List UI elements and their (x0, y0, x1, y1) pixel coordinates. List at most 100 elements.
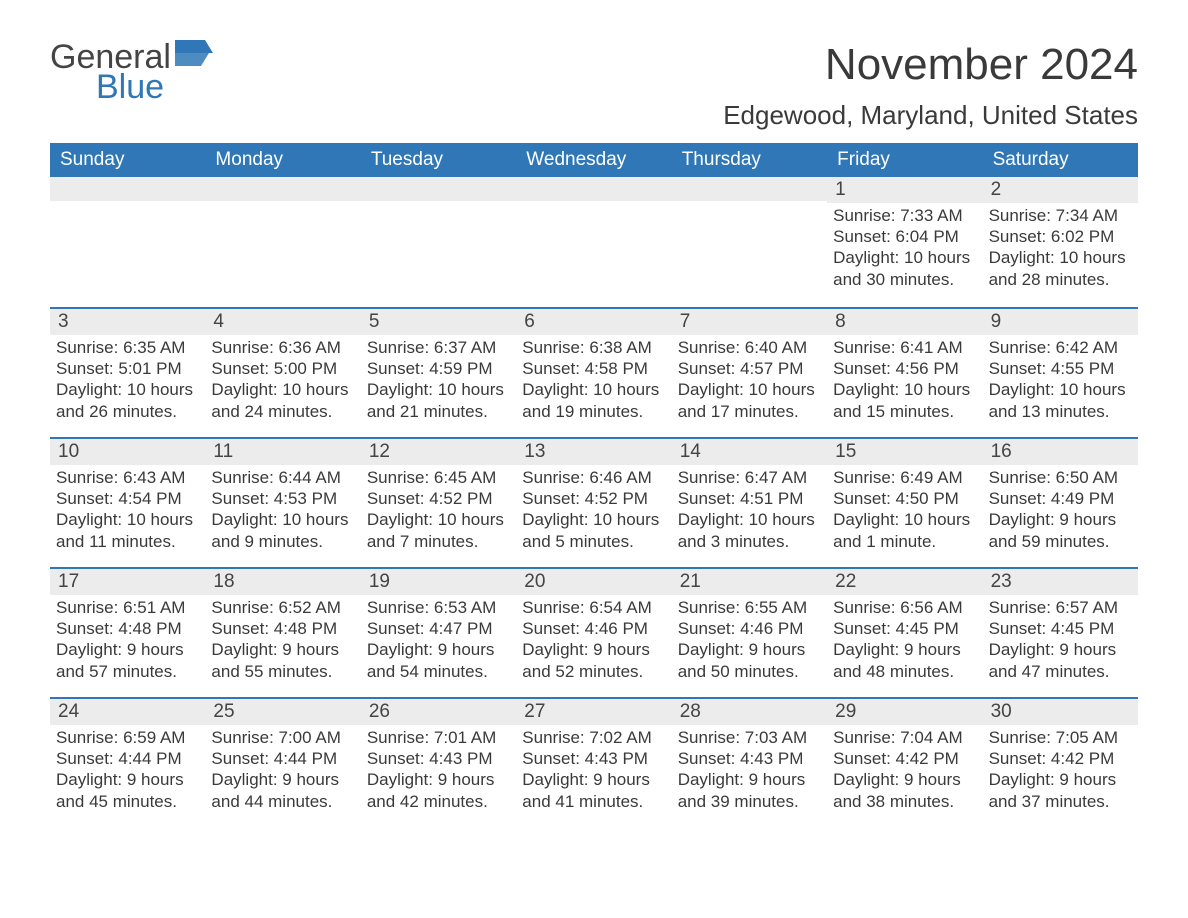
calendar-day: 28Sunrise: 7:03 AMSunset: 4:43 PMDayligh… (672, 699, 827, 827)
daylight-line: Daylight: 9 hours and 52 minutes. (522, 639, 665, 682)
day-number: 29 (827, 699, 982, 725)
sunrise-line: Sunrise: 7:03 AM (678, 727, 821, 748)
calendar-week: 24Sunrise: 6:59 AMSunset: 4:44 PMDayligh… (50, 697, 1138, 827)
calendar-day (205, 177, 360, 307)
sunset-line: Sunset: 4:51 PM (678, 488, 821, 509)
calendar-day: 22Sunrise: 6:56 AMSunset: 4:45 PMDayligh… (827, 569, 982, 697)
day-number: 23 (983, 569, 1138, 595)
day-number (50, 177, 205, 201)
sunset-line: Sunset: 4:48 PM (211, 618, 354, 639)
day-number: 6 (516, 309, 671, 335)
weekday-cell: Sunday (50, 143, 205, 177)
calendar-day: 20Sunrise: 6:54 AMSunset: 4:46 PMDayligh… (516, 569, 671, 697)
calendar-day (361, 177, 516, 307)
day-number: 5 (361, 309, 516, 335)
day-number: 30 (983, 699, 1138, 725)
calendar-day: 25Sunrise: 7:00 AMSunset: 4:44 PMDayligh… (205, 699, 360, 827)
calendar-day: 9Sunrise: 6:42 AMSunset: 4:55 PMDaylight… (983, 309, 1138, 437)
sunrise-line: Sunrise: 6:45 AM (367, 467, 510, 488)
day-number: 7 (672, 309, 827, 335)
sunrise-line: Sunrise: 7:00 AM (211, 727, 354, 748)
daylight-line: Daylight: 10 hours and 7 minutes. (367, 509, 510, 552)
weekday-cell: Saturday (983, 143, 1138, 177)
weekday-cell: Wednesday (516, 143, 671, 177)
daylight-line: Daylight: 10 hours and 3 minutes. (678, 509, 821, 552)
sunset-line: Sunset: 4:46 PM (678, 618, 821, 639)
sunrise-line: Sunrise: 6:35 AM (56, 337, 199, 358)
day-number: 15 (827, 439, 982, 465)
sunrise-line: Sunrise: 6:59 AM (56, 727, 199, 748)
sunset-line: Sunset: 4:57 PM (678, 358, 821, 379)
sunset-line: Sunset: 5:00 PM (211, 358, 354, 379)
sunrise-line: Sunrise: 6:56 AM (833, 597, 976, 618)
sunrise-line: Sunrise: 6:47 AM (678, 467, 821, 488)
sunrise-line: Sunrise: 7:34 AM (989, 205, 1132, 226)
sunset-line: Sunset: 4:59 PM (367, 358, 510, 379)
day-number: 22 (827, 569, 982, 595)
calendar-day: 19Sunrise: 6:53 AMSunset: 4:47 PMDayligh… (361, 569, 516, 697)
day-number: 4 (205, 309, 360, 335)
calendar-day: 21Sunrise: 6:55 AMSunset: 4:46 PMDayligh… (672, 569, 827, 697)
sunset-line: Sunset: 4:50 PM (833, 488, 976, 509)
daylight-line: Daylight: 9 hours and 55 minutes. (211, 639, 354, 682)
day-number (516, 177, 671, 201)
sunrise-line: Sunrise: 6:38 AM (522, 337, 665, 358)
sunrise-line: Sunrise: 6:54 AM (522, 597, 665, 618)
weekday-cell: Monday (205, 143, 360, 177)
daylight-line: Daylight: 9 hours and 44 minutes. (211, 769, 354, 812)
calendar-day (50, 177, 205, 307)
daylight-line: Daylight: 10 hours and 17 minutes. (678, 379, 821, 422)
logo-text: General Blue (50, 40, 171, 105)
calendar-day (672, 177, 827, 307)
daylight-line: Daylight: 9 hours and 47 minutes. (989, 639, 1132, 682)
daylight-line: Daylight: 10 hours and 5 minutes. (522, 509, 665, 552)
day-number (672, 177, 827, 201)
day-number: 2 (983, 177, 1138, 203)
calendar-week: 3Sunrise: 6:35 AMSunset: 5:01 PMDaylight… (50, 307, 1138, 437)
calendar-day: 15Sunrise: 6:49 AMSunset: 4:50 PMDayligh… (827, 439, 982, 567)
sunset-line: Sunset: 4:45 PM (833, 618, 976, 639)
day-number: 11 (205, 439, 360, 465)
sunrise-line: Sunrise: 7:33 AM (833, 205, 976, 226)
weekday-cell: Thursday (672, 143, 827, 177)
daylight-line: Daylight: 10 hours and 15 minutes. (833, 379, 976, 422)
daylight-line: Daylight: 10 hours and 9 minutes. (211, 509, 354, 552)
daylight-line: Daylight: 9 hours and 41 minutes. (522, 769, 665, 812)
logo: General Blue (50, 40, 213, 105)
calendar-body: 1Sunrise: 7:33 AMSunset: 6:04 PMDaylight… (50, 177, 1138, 827)
daylight-line: Daylight: 9 hours and 42 minutes. (367, 769, 510, 812)
day-number: 18 (205, 569, 360, 595)
sunrise-line: Sunrise: 6:55 AM (678, 597, 821, 618)
day-number (205, 177, 360, 201)
daylight-line: Daylight: 10 hours and 30 minutes. (833, 247, 976, 290)
sunset-line: Sunset: 4:43 PM (678, 748, 821, 769)
sunset-line: Sunset: 4:58 PM (522, 358, 665, 379)
sunset-line: Sunset: 4:55 PM (989, 358, 1132, 379)
sunset-line: Sunset: 4:53 PM (211, 488, 354, 509)
sunset-line: Sunset: 4:48 PM (56, 618, 199, 639)
day-number: 12 (361, 439, 516, 465)
sunrise-line: Sunrise: 7:04 AM (833, 727, 976, 748)
daylight-line: Daylight: 9 hours and 38 minutes. (833, 769, 976, 812)
calendar-day: 4Sunrise: 6:36 AMSunset: 5:00 PMDaylight… (205, 309, 360, 437)
sunrise-line: Sunrise: 6:49 AM (833, 467, 976, 488)
sunrise-line: Sunrise: 6:50 AM (989, 467, 1132, 488)
day-number: 10 (50, 439, 205, 465)
sunrise-line: Sunrise: 6:42 AM (989, 337, 1132, 358)
daylight-line: Daylight: 9 hours and 50 minutes. (678, 639, 821, 682)
sunset-line: Sunset: 4:44 PM (211, 748, 354, 769)
calendar-day: 11Sunrise: 6:44 AMSunset: 4:53 PMDayligh… (205, 439, 360, 567)
calendar-day: 27Sunrise: 7:02 AMSunset: 4:43 PMDayligh… (516, 699, 671, 827)
day-number: 1 (827, 177, 982, 203)
sunset-line: Sunset: 4:42 PM (833, 748, 976, 769)
sunset-line: Sunset: 4:44 PM (56, 748, 199, 769)
weekday-cell: Friday (827, 143, 982, 177)
daylight-line: Daylight: 9 hours and 54 minutes. (367, 639, 510, 682)
calendar-day: 30Sunrise: 7:05 AMSunset: 4:42 PMDayligh… (983, 699, 1138, 827)
calendar-day: 24Sunrise: 6:59 AMSunset: 4:44 PMDayligh… (50, 699, 205, 827)
sunset-line: Sunset: 4:52 PM (367, 488, 510, 509)
calendar-day: 10Sunrise: 6:43 AMSunset: 4:54 PMDayligh… (50, 439, 205, 567)
sunset-line: Sunset: 4:46 PM (522, 618, 665, 639)
calendar-week: 17Sunrise: 6:51 AMSunset: 4:48 PMDayligh… (50, 567, 1138, 697)
sunrise-line: Sunrise: 7:01 AM (367, 727, 510, 748)
